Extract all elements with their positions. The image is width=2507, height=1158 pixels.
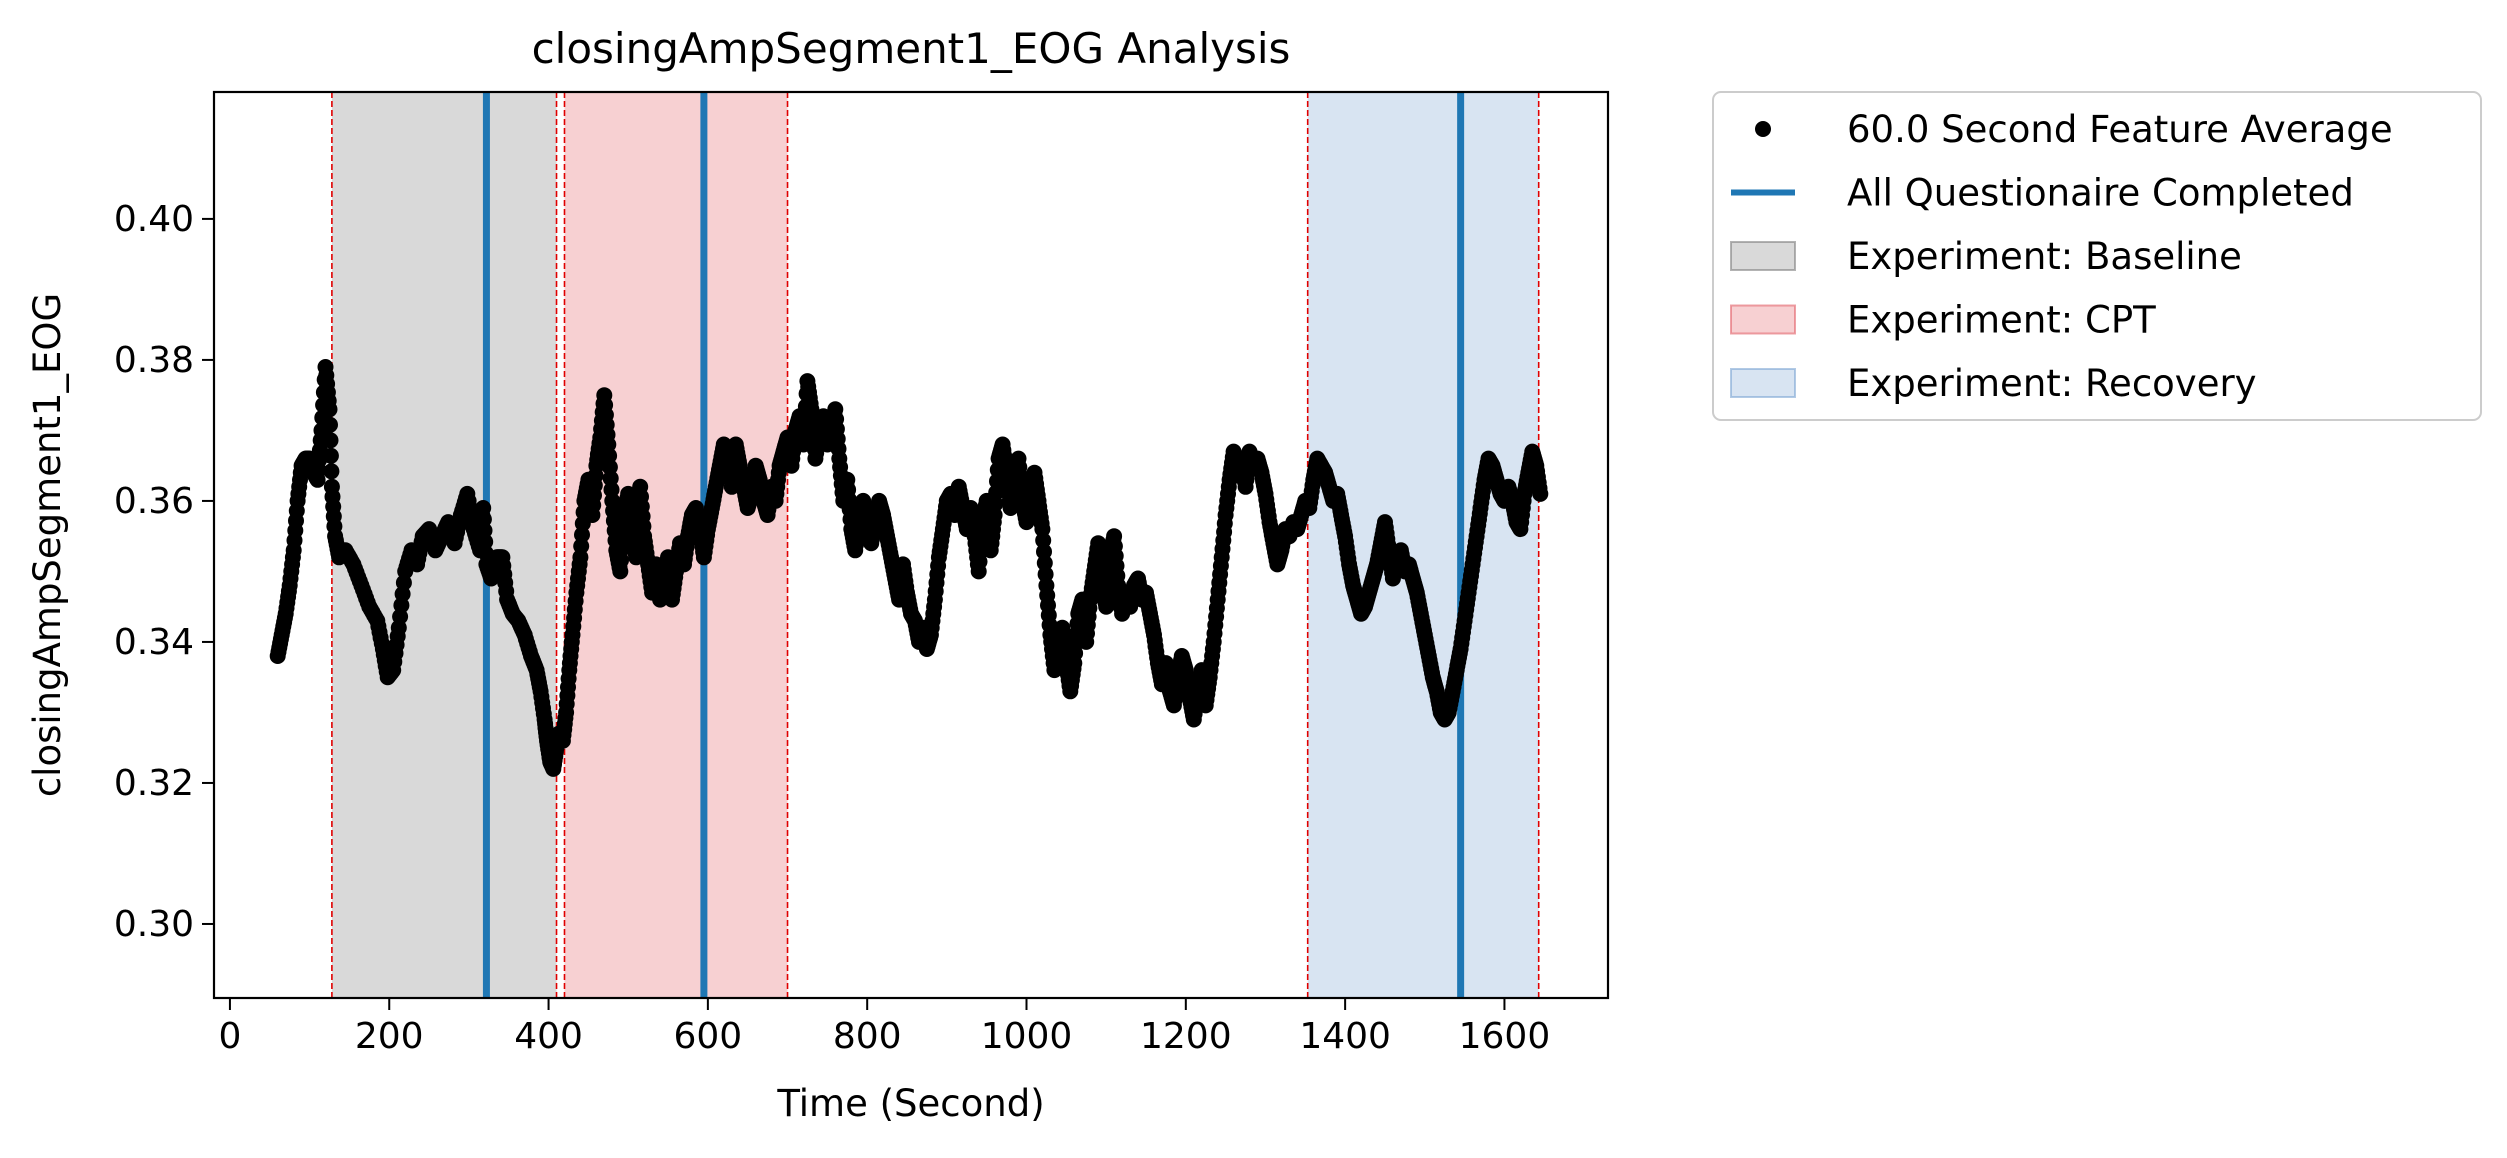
x-tick-label-1: 200: [355, 1016, 424, 1057]
y-tick-label-2: 0.34: [114, 622, 194, 663]
x-axis-ticks: 0 200 400 600 800 1000 1200 1400 1600: [218, 998, 1550, 1057]
data-point-198: [477, 533, 494, 550]
data-point-69: [323, 463, 340, 480]
x-tick-label-5: 1000: [981, 1016, 1073, 1057]
legend-label-experiment-baseline: Experiment: Baseline: [1847, 235, 2242, 278]
x-tick-label-6: 1200: [1140, 1016, 1232, 1057]
legend-label-experiment-recovery: Experiment: Recovery: [1847, 362, 2257, 405]
x-tick-label-0: 0: [218, 1016, 241, 1057]
x-axis-label: Time (Second): [776, 1082, 1044, 1125]
data-point-1515: [1532, 485, 1549, 502]
x-tick-label-4: 800: [833, 1016, 902, 1057]
data-point-67: [322, 432, 339, 449]
y-axis-label: closingAmpSegment1_EOG: [26, 293, 69, 797]
x-tick-label-7: 1400: [1299, 1016, 1391, 1057]
chart-title: closingAmpSegment1_EOG Analysis: [532, 24, 1291, 73]
plot-frame: [212, 90, 1610, 1000]
legend-patch-experiment-baseline: [1730, 241, 1796, 271]
legend-patch-experiment-recovery: [1730, 368, 1796, 398]
data-point-197: [476, 522, 493, 539]
x-tick-label-3: 600: [674, 1016, 743, 1057]
y-axis-ticks: 0.30 0.32 0.34 0.36 0.38 0.40: [114, 199, 214, 945]
legend-items: 60.0 Second Feature Average All Questiona…: [1730, 108, 2393, 405]
legend-marker-60-0-second-feature-average: [1755, 121, 1771, 137]
legend: 60.0 Second Feature Average All Questiona…: [1712, 91, 2482, 421]
data-points: [269, 359, 1549, 777]
y-tick-label-4: 0.38: [114, 340, 194, 381]
y-tick-label-1: 0.32: [114, 763, 194, 804]
x-tick-label-2: 400: [514, 1016, 583, 1057]
data-point-68: [322, 447, 339, 464]
legend-label-60-0-second-feature-average: 60.0 Second Feature Average: [1847, 108, 2393, 151]
y-tick-label-3: 0.36: [114, 481, 194, 522]
data-point-65: [321, 401, 338, 418]
legend-box: [1712, 91, 2482, 421]
legend-patch-experiment-cpt: [1730, 304, 1796, 335]
y-tick-label-5: 0.40: [114, 199, 194, 240]
legend-label-experiment-cpt: Experiment: CPT: [1847, 299, 2156, 342]
x-tick-label-8: 1600: [1459, 1016, 1551, 1057]
y-tick-label-0: 0.30: [114, 904, 194, 945]
legend-label-all-questionaire-completed: All Questionaire Completed: [1847, 172, 2354, 215]
data-point-195: [475, 500, 492, 516]
data-point-66: [322, 416, 338, 433]
